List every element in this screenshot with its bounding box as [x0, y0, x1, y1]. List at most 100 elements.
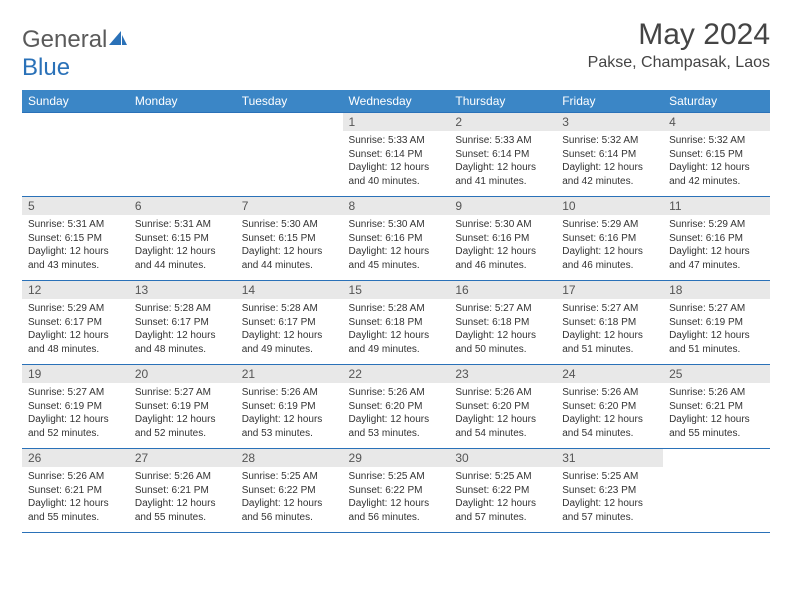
- day-number: 8: [343, 197, 450, 215]
- calendar-head: SundayMondayTuesdayWednesdayThursdayFrid…: [22, 90, 770, 113]
- calendar-day-cell: 20Sunrise: 5:27 AMSunset: 6:19 PMDayligh…: [129, 365, 236, 449]
- day-number: 3: [556, 113, 663, 131]
- day-number: 29: [343, 449, 450, 467]
- day-number: 12: [22, 281, 129, 299]
- calendar-day-cell: 17Sunrise: 5:27 AMSunset: 6:18 PMDayligh…: [556, 281, 663, 365]
- day-details: Sunrise: 5:26 AMSunset: 6:21 PMDaylight:…: [129, 467, 236, 532]
- day-details: Sunrise: 5:33 AMSunset: 6:14 PMDaylight:…: [449, 131, 556, 196]
- day-number: 28: [236, 449, 343, 467]
- calendar-week-row: 5Sunrise: 5:31 AMSunset: 6:15 PMDaylight…: [22, 197, 770, 281]
- month-title: May 2024: [588, 18, 770, 52]
- weekday-header: Sunday: [22, 90, 129, 113]
- day-details: Sunrise: 5:28 AMSunset: 6:18 PMDaylight:…: [343, 299, 450, 364]
- calendar-day-cell: 21Sunrise: 5:26 AMSunset: 6:19 PMDayligh…: [236, 365, 343, 449]
- day-number: 1: [343, 113, 450, 131]
- location: Pakse, Champasak, Laos: [588, 54, 770, 72]
- calendar-day-cell: 12Sunrise: 5:29 AMSunset: 6:17 PMDayligh…: [22, 281, 129, 365]
- day-details: Sunrise: 5:32 AMSunset: 6:14 PMDaylight:…: [556, 131, 663, 196]
- day-details: Sunrise: 5:33 AMSunset: 6:14 PMDaylight:…: [343, 131, 450, 196]
- day-details: Sunrise: 5:31 AMSunset: 6:15 PMDaylight:…: [129, 215, 236, 280]
- day-details: Sunrise: 5:29 AMSunset: 6:16 PMDaylight:…: [663, 215, 770, 280]
- calendar-day-cell: 22Sunrise: 5:26 AMSunset: 6:20 PMDayligh…: [343, 365, 450, 449]
- day-number: 25: [663, 365, 770, 383]
- calendar-empty-cell: [663, 449, 770, 533]
- day-details: Sunrise: 5:29 AMSunset: 6:17 PMDaylight:…: [22, 299, 129, 364]
- weekday-header: Tuesday: [236, 90, 343, 113]
- weekday-header: Friday: [556, 90, 663, 113]
- calendar-day-cell: 24Sunrise: 5:26 AMSunset: 6:20 PMDayligh…: [556, 365, 663, 449]
- day-number: 6: [129, 197, 236, 215]
- calendar-day-cell: 26Sunrise: 5:26 AMSunset: 6:21 PMDayligh…: [22, 449, 129, 533]
- calendar-body: 1Sunrise: 5:33 AMSunset: 6:14 PMDaylight…: [22, 113, 770, 533]
- logo-text-general: General: [22, 26, 107, 53]
- day-number: 5: [22, 197, 129, 215]
- calendar-week-row: 12Sunrise: 5:29 AMSunset: 6:17 PMDayligh…: [22, 281, 770, 365]
- calendar-day-cell: 7Sunrise: 5:30 AMSunset: 6:15 PMDaylight…: [236, 197, 343, 281]
- day-number: 23: [449, 365, 556, 383]
- calendar-day-cell: 31Sunrise: 5:25 AMSunset: 6:23 PMDayligh…: [556, 449, 663, 533]
- day-details: Sunrise: 5:25 AMSunset: 6:23 PMDaylight:…: [556, 467, 663, 532]
- calendar-day-cell: 16Sunrise: 5:27 AMSunset: 6:18 PMDayligh…: [449, 281, 556, 365]
- calendar-day-cell: 30Sunrise: 5:25 AMSunset: 6:22 PMDayligh…: [449, 449, 556, 533]
- day-details: Sunrise: 5:25 AMSunset: 6:22 PMDaylight:…: [236, 467, 343, 532]
- calendar-empty-cell: [236, 113, 343, 197]
- calendar-table: SundayMondayTuesdayWednesdayThursdayFrid…: [22, 90, 770, 533]
- calendar-empty-cell: [22, 113, 129, 197]
- day-number: 14: [236, 281, 343, 299]
- logo: GeneralBlue: [22, 18, 129, 82]
- day-details: Sunrise: 5:32 AMSunset: 6:15 PMDaylight:…: [663, 131, 770, 196]
- title-block: May 2024 Pakse, Champasak, Laos: [588, 18, 770, 72]
- calendar-day-cell: 18Sunrise: 5:27 AMSunset: 6:19 PMDayligh…: [663, 281, 770, 365]
- day-number: 21: [236, 365, 343, 383]
- day-number: 27: [129, 449, 236, 467]
- day-number: 7: [236, 197, 343, 215]
- day-number: 10: [556, 197, 663, 215]
- calendar-day-cell: 9Sunrise: 5:30 AMSunset: 6:16 PMDaylight…: [449, 197, 556, 281]
- calendar-day-cell: 29Sunrise: 5:25 AMSunset: 6:22 PMDayligh…: [343, 449, 450, 533]
- calendar-day-cell: 19Sunrise: 5:27 AMSunset: 6:19 PMDayligh…: [22, 365, 129, 449]
- day-details: Sunrise: 5:27 AMSunset: 6:19 PMDaylight:…: [22, 383, 129, 448]
- day-number: 26: [22, 449, 129, 467]
- day-number: 11: [663, 197, 770, 215]
- day-details: Sunrise: 5:26 AMSunset: 6:21 PMDaylight:…: [663, 383, 770, 448]
- calendar-day-cell: 27Sunrise: 5:26 AMSunset: 6:21 PMDayligh…: [129, 449, 236, 533]
- logo-text-blue: Blue: [22, 54, 70, 81]
- day-number: 31: [556, 449, 663, 467]
- day-details: Sunrise: 5:30 AMSunset: 6:15 PMDaylight:…: [236, 215, 343, 280]
- day-number: 9: [449, 197, 556, 215]
- weekday-header: Wednesday: [343, 90, 450, 113]
- day-details: Sunrise: 5:26 AMSunset: 6:19 PMDaylight:…: [236, 383, 343, 448]
- weekday-header: Saturday: [663, 90, 770, 113]
- day-details: Sunrise: 5:29 AMSunset: 6:16 PMDaylight:…: [556, 215, 663, 280]
- day-details: Sunrise: 5:31 AMSunset: 6:15 PMDaylight:…: [22, 215, 129, 280]
- calendar-week-row: 19Sunrise: 5:27 AMSunset: 6:19 PMDayligh…: [22, 365, 770, 449]
- calendar-week-row: 26Sunrise: 5:26 AMSunset: 6:21 PMDayligh…: [22, 449, 770, 533]
- calendar-day-cell: 15Sunrise: 5:28 AMSunset: 6:18 PMDayligh…: [343, 281, 450, 365]
- day-number: 4: [663, 113, 770, 131]
- day-number: 19: [22, 365, 129, 383]
- day-details: Sunrise: 5:30 AMSunset: 6:16 PMDaylight:…: [449, 215, 556, 280]
- day-details: Sunrise: 5:28 AMSunset: 6:17 PMDaylight:…: [129, 299, 236, 364]
- calendar-day-cell: 25Sunrise: 5:26 AMSunset: 6:21 PMDayligh…: [663, 365, 770, 449]
- day-details: Sunrise: 5:27 AMSunset: 6:19 PMDaylight:…: [129, 383, 236, 448]
- calendar-day-cell: 23Sunrise: 5:26 AMSunset: 6:20 PMDayligh…: [449, 365, 556, 449]
- day-number: 2: [449, 113, 556, 131]
- calendar-day-cell: 1Sunrise: 5:33 AMSunset: 6:14 PMDaylight…: [343, 113, 450, 197]
- day-details: Sunrise: 5:25 AMSunset: 6:22 PMDaylight:…: [449, 467, 556, 532]
- day-number: 15: [343, 281, 450, 299]
- calendar-day-cell: 8Sunrise: 5:30 AMSunset: 6:16 PMDaylight…: [343, 197, 450, 281]
- calendar-day-cell: 5Sunrise: 5:31 AMSunset: 6:15 PMDaylight…: [22, 197, 129, 281]
- day-details: Sunrise: 5:30 AMSunset: 6:16 PMDaylight:…: [343, 215, 450, 280]
- day-details: Sunrise: 5:26 AMSunset: 6:21 PMDaylight:…: [22, 467, 129, 532]
- day-details: Sunrise: 5:27 AMSunset: 6:18 PMDaylight:…: [449, 299, 556, 364]
- day-details: Sunrise: 5:26 AMSunset: 6:20 PMDaylight:…: [556, 383, 663, 448]
- weekday-header: Thursday: [449, 90, 556, 113]
- logo-sail-icon: [107, 26, 129, 44]
- day-number: 16: [449, 281, 556, 299]
- calendar-week-row: 1Sunrise: 5:33 AMSunset: 6:14 PMDaylight…: [22, 113, 770, 197]
- day-number: 13: [129, 281, 236, 299]
- day-number: 20: [129, 365, 236, 383]
- day-number: 24: [556, 365, 663, 383]
- calendar-empty-cell: [129, 113, 236, 197]
- day-number: 17: [556, 281, 663, 299]
